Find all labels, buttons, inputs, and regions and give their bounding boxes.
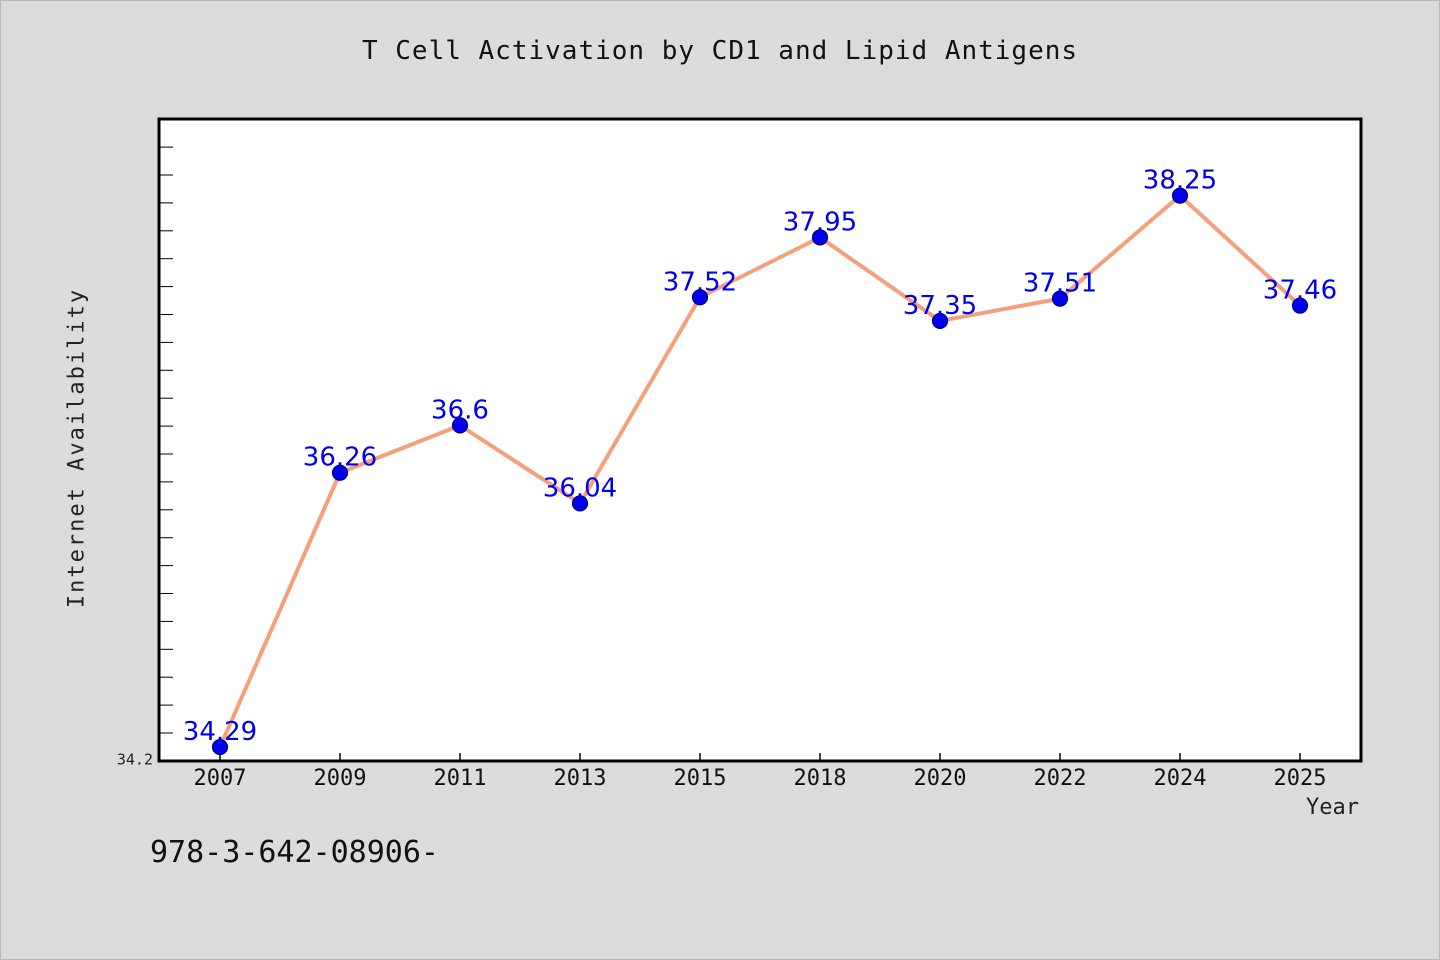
data-point (691, 289, 709, 306)
y-tick-label: 34.2 (117, 751, 153, 769)
data-markers (211, 187, 1309, 756)
x-axis-label: Year (1306, 795, 1359, 820)
data-label: 37.95 (783, 207, 857, 237)
x-tick-label: 2013 (554, 766, 607, 791)
data-point (1171, 187, 1189, 204)
y-axis-tick-labels: 34.2 (117, 751, 153, 769)
series-lines (218, 193, 1302, 750)
plot-area (157, 117, 1363, 763)
x-tick-label: 2009 (314, 766, 367, 791)
data-label: 37.35 (903, 291, 977, 321)
data-point (211, 738, 229, 756)
x-tick-label: 2025 (1274, 766, 1327, 791)
data-label: 36.26 (303, 443, 377, 473)
y-axis-ticks (159, 118, 173, 734)
data-label: 34.29 (183, 717, 257, 747)
data-point (931, 312, 949, 330)
isbn-text: 978-3-642-08906- (150, 835, 439, 870)
x-tick-label: 2015 (674, 766, 727, 791)
x-tick-label: 2022 (1034, 766, 1087, 791)
x-axis-tick-labels: 2007 2009 2011 2013 2015 2018 2020 2022 2024 2025 (194, 766, 1327, 791)
data-label: 38.25 (1143, 166, 1217, 196)
x-tick-label: 2024 (1154, 766, 1207, 791)
chart-title: T Cell Activation by CD1 and Lipid Antig… (361, 36, 1079, 66)
x-tick-label: 2018 (794, 766, 847, 791)
data-point (1291, 297, 1309, 314)
data-point (571, 495, 589, 512)
data-point (451, 417, 469, 434)
data-label: 36.6 (431, 395, 489, 425)
data-point (1051, 290, 1069, 307)
x-tick-label: 2011 (434, 766, 487, 791)
x-tick-label: 2020 (914, 766, 967, 791)
data-point (811, 229, 829, 246)
series-line (218, 193, 1302, 750)
data-point (331, 464, 349, 481)
data-label: 37.46 (1263, 276, 1337, 306)
data-label: 37.52 (663, 267, 737, 297)
x-axis-ticks (219, 753, 1301, 761)
data-labels: 34.29 36.26 36.6 36.04 37.52 37.95 37.35 37.51 3… (183, 166, 1337, 747)
data-label: 36.04 (543, 473, 617, 503)
data-label: 37.51 (1023, 269, 1097, 299)
x-tick-label: 2007 (194, 766, 247, 791)
